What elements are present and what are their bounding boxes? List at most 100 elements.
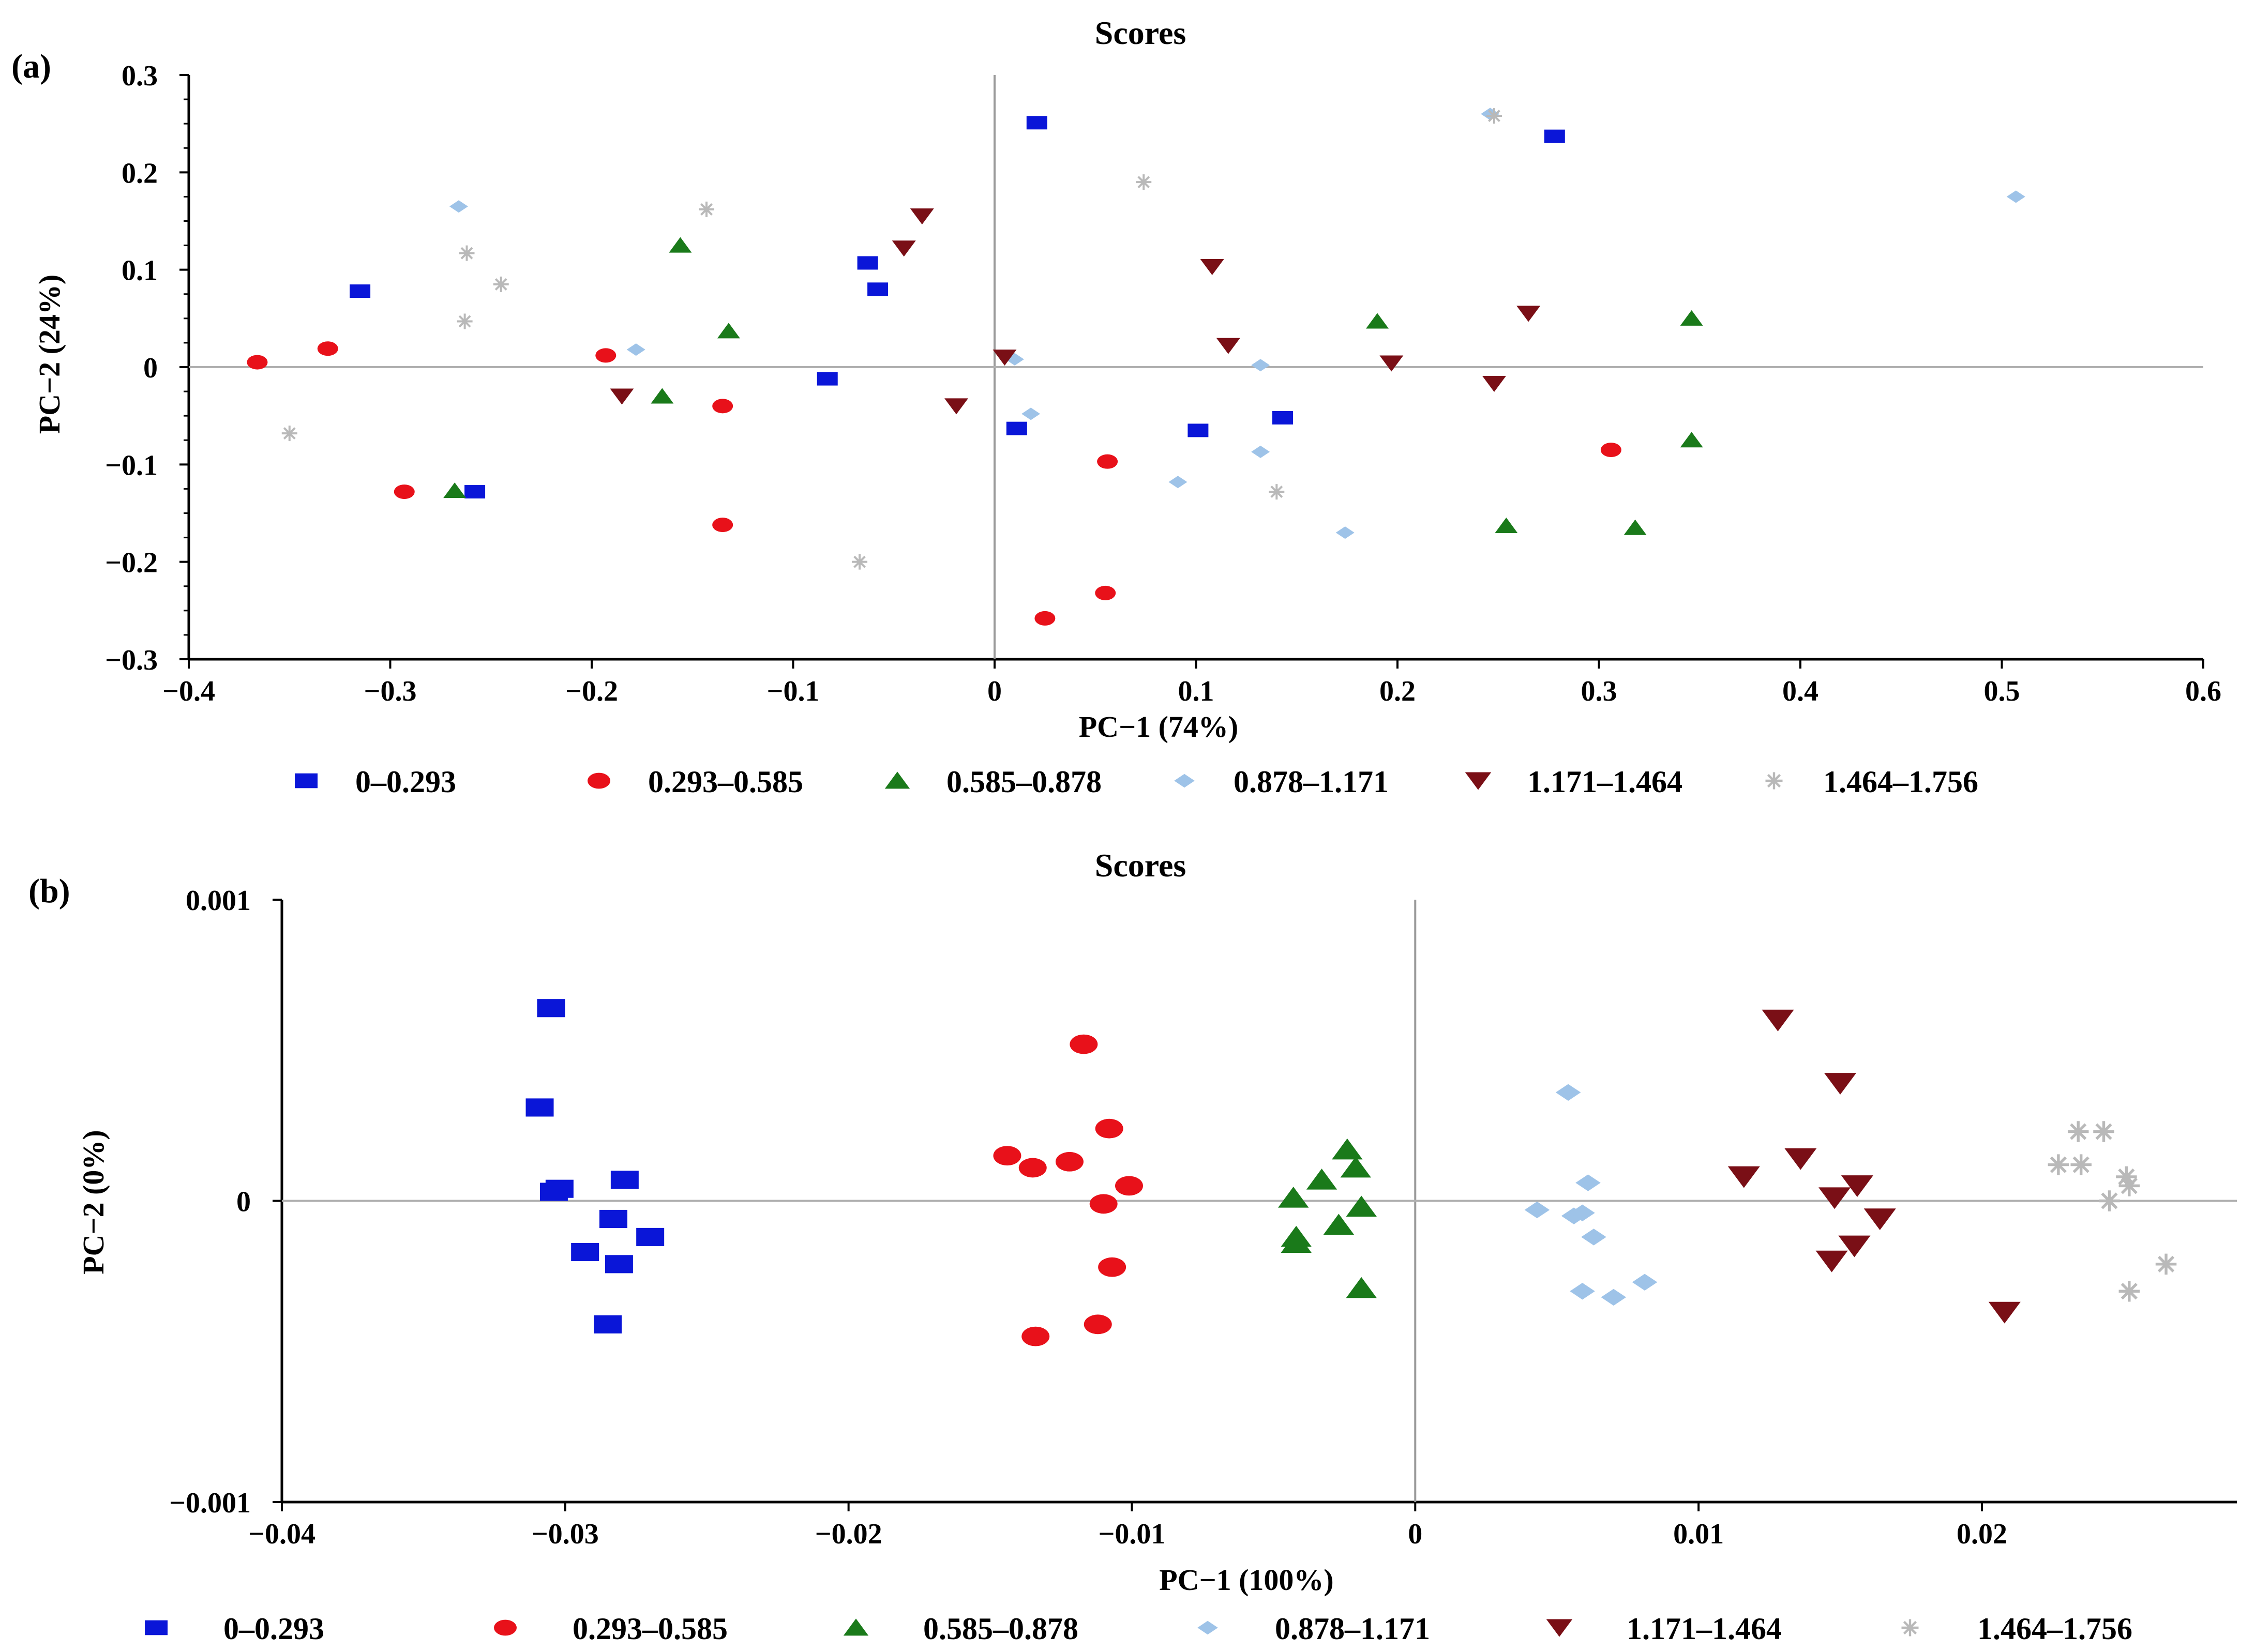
panel-a-legend-marker [1174,774,1195,788]
panel-a-y-tick-label: 0.1 [122,255,158,287]
panel-b-data-point [1323,1214,1355,1235]
panel-a-data-point [1026,116,1047,130]
panel-a-scores-plot: (a) Scores PC−1 (74%) PC−2 (24%) −0.4 −0.… [11,14,2221,799]
panel-b-data-point [594,1315,622,1333]
panel-b-data-point [1095,1118,1123,1139]
panel-b-data-point [1570,1283,1595,1300]
panel-a-legend-label: 0.293–0.585 [648,765,803,799]
panel-a-y-tick-label: −0.2 [105,547,158,579]
panel-b-legend: 0–0.293 0.293–0.585 0.585–0.878 0.878–1.171… [145,1612,2132,1646]
panel-a-x-tick-label: 0.4 [1782,675,1818,707]
panel-a-data-point [1095,585,1116,600]
panel-b-series-6 [2048,1121,2177,1302]
panel-a-legend-marker [1465,772,1492,790]
panel-a-data-point [1600,443,1621,458]
panel-b-x-tick-label: −0.03 [532,1518,599,1550]
panel-b-data-point [525,1098,554,1117]
panel-b-legend-item: 0.293–0.585 [494,1612,728,1646]
panel-a-x-tick-label: −0.2 [565,675,618,707]
panel-b-x-tick-label: 0 [1408,1518,1422,1550]
panel-a-series-1 [350,116,1565,499]
panel-a-x-tick-label: 0.5 [1984,675,2020,707]
panel-a-data-point [1495,517,1518,533]
panel-b-series-2 [993,1034,1143,1346]
panel-a-x-tick-label: −0.1 [767,675,820,707]
panel-b-series-1 [525,999,665,1333]
panel-b-data-point [2118,1175,2140,1196]
panel-a-data-points [247,108,2025,626]
panel-b-data-point [1089,1194,1118,1214]
panel-b-legend-item: 0–0.293 [145,1612,324,1646]
panel-a-legend-label: 0–0.293 [355,765,456,799]
panel-b-x-axis-label: PC−1 (100%) [1159,1563,1334,1597]
panel-a-data-point [669,237,692,253]
panel-b-data-point [636,1227,665,1246]
panel-b-series-4 [1524,1084,1658,1306]
panel-a-data-point [459,245,475,261]
panel-b-data-point [1988,1301,2021,1324]
panel-a-x-tick-label: 0.6 [2185,675,2221,707]
panel-b-data-point [2067,1121,2089,1142]
panel-b-legend-label: 0.585–0.878 [923,1612,1078,1646]
panel-a-data-point [1680,432,1703,448]
panel-a-y-tick-label: −0.3 [105,644,158,676]
panel-a-x-tick-label: −0.3 [364,675,417,707]
panel-b-legend-item: 0.585–0.878 [843,1612,1078,1646]
panel-b-data-point [2155,1253,2177,1275]
panel-a-data-point [610,388,634,405]
panel-a-data-point [493,276,509,292]
panel-b-data-point [1555,1084,1581,1101]
panel-a-data-point [1216,338,1240,354]
panel-a-data-point [852,554,868,570]
panel-a-data-point [1251,445,1270,458]
panel-a-legend-item: 1.464–1.756 [1765,765,1978,799]
panel-a-legend-marker [1765,772,1783,790]
panel-a-data-point [1366,313,1389,329]
panel-b-scores-plot: (b) Scores PC−1 (100%) PC−2 (0%) −0.04 −0… [28,847,2237,1646]
panel-b-data-point [537,999,565,1018]
panel-a-legend-marker [295,773,318,789]
panel-a-data-point [857,256,878,270]
panel-a-data-point [1335,526,1355,539]
panel-a-data-point [1251,359,1270,372]
panel-b-data-point [2099,1190,2120,1211]
panel-b-legend-item: 1.464–1.756 [1901,1612,2132,1646]
panel-a-data-point [1168,476,1187,489]
panel-a-y-tick-label: 0 [143,352,158,384]
panel-a-legend-marker [588,772,610,789]
panel-a-data-point [817,372,838,386]
panel-a-legend: 0–0.293 0.293–0.585 0.585–0.878 0.878–1.171… [295,765,1978,799]
panel-a-data-point [626,343,645,356]
panel-a-data-point [443,482,467,498]
panel-a-x-tick-label: 0.2 [1379,675,1416,707]
panel-a-series-3 [443,237,1703,535]
panel-b-data-point [2048,1154,2069,1175]
panel-b-y-tick-label: 0.001 [186,885,251,917]
panel-b-data-point [1863,1208,1896,1231]
panel-b-data-point [1784,1148,1817,1170]
panel-a-legend-item: 0–0.293 [295,765,456,799]
panel-a-data-point [1097,454,1118,469]
panel-b-legend-label: 0.878–1.171 [1275,1612,1430,1646]
panel-b-y-axis-label: PC−2 (0%) [77,1130,110,1275]
panel-b-data-point [2093,1121,2114,1142]
panel-a-y-tick-label: 0.3 [122,60,158,92]
panel-a-x-tick-label: −0.4 [162,675,215,707]
panel-a-series-5 [610,208,1541,415]
panel-a-data-point [1136,174,1152,190]
panel-b-data-point [1346,1195,1377,1217]
panel-b-title: Scores [1095,847,1186,884]
panel-b-data-point [1332,1138,1363,1160]
panel-b-data-point [1815,1250,1848,1272]
panel-b-legend-label: 1.171–1.464 [1627,1612,1782,1646]
panel-b-data-point [1070,1034,1098,1054]
panel-b-data-point [1824,1073,1857,1095]
panel-b-series-3 [1278,1138,1377,1298]
panel-b-data-point [1818,1187,1851,1209]
panel-a-data-point [1516,306,1541,322]
panel-a-legend-item: 0.585–0.878 [884,765,1102,799]
panel-b-data-point [1021,1326,1050,1346]
panel-b-data-point [1561,1207,1587,1224]
panel-b-x-tick-label: 0.02 [1957,1518,2007,1550]
panel-a-data-point [247,355,268,370]
